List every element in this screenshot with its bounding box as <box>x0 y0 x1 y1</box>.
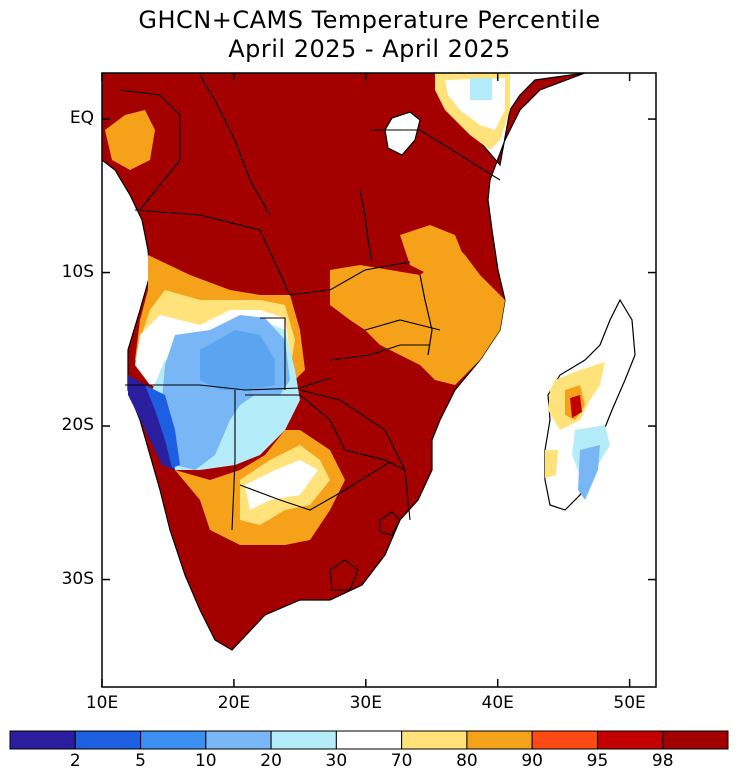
colorbar-swatch <box>662 730 729 750</box>
cool-region-horn <box>470 78 492 100</box>
lat-label: EQ <box>69 108 94 129</box>
map-area <box>102 73 656 687</box>
lon-label: 50E <box>613 693 646 713</box>
madagascar-cooler <box>578 445 600 500</box>
colorbar-swatch <box>205 730 272 750</box>
cooler-region-core <box>200 330 275 390</box>
colorbar-label: 80 <box>456 751 478 771</box>
colorbar-label: 2 <box>69 751 81 771</box>
madagascar <box>544 298 636 511</box>
map-subtitle: April 2025 - April 2025 <box>228 35 511 63</box>
colorbar-label: 20 <box>260 751 282 771</box>
lat-label: 10S <box>61 261 94 282</box>
madagascar-hot <box>570 395 582 418</box>
lake-tanganyika <box>359 189 373 263</box>
colorbar-label: 5 <box>135 751 146 771</box>
country-borders <box>119 74 501 591</box>
lon-label: 30E <box>349 693 382 713</box>
colorbar-swatch <box>596 730 664 750</box>
colorbar-label: 70 <box>390 751 413 771</box>
colorbar <box>9 730 729 750</box>
lake-victoria <box>384 111 421 156</box>
warm-region-north <box>400 225 465 275</box>
map-title: GHCN+CAMS Temperature Percentile <box>138 6 601 34</box>
colorbar-swatch <box>401 730 468 750</box>
lon-label: 20E <box>217 693 251 713</box>
warm-patch-gabon <box>105 110 155 170</box>
colorbar-label: 98 <box>651 751 674 771</box>
madagascar-yellow-west <box>545 450 558 478</box>
lon-label: 10E <box>85 693 119 713</box>
lat-label: 20S <box>61 415 94 436</box>
colorbar-swatch <box>74 730 142 750</box>
colorbar-label: 95 <box>586 751 609 771</box>
colorbar-swatch <box>9 730 76 750</box>
colorbar-swatch <box>140 730 207 750</box>
axis-ticks <box>101 73 656 687</box>
colorbar-swatch <box>270 730 337 750</box>
coldest-region-edge <box>145 385 180 468</box>
lake-malawi <box>419 274 433 356</box>
colorbar-swatch <box>466 730 533 750</box>
colorbar-label: 10 <box>194 751 217 771</box>
warm-region <box>330 245 505 385</box>
lon-label: 40E <box>481 693 514 713</box>
colorbar-label: 30 <box>325 751 348 771</box>
colorbar-swatch <box>531 730 598 750</box>
coldest-region <box>128 375 175 470</box>
colorbar-label: 90 <box>521 751 543 771</box>
neutral-region-south <box>245 460 318 510</box>
colorbar-swatch <box>335 730 403 750</box>
map-frame <box>101 72 657 688</box>
lat-label: 30S <box>61 568 94 589</box>
